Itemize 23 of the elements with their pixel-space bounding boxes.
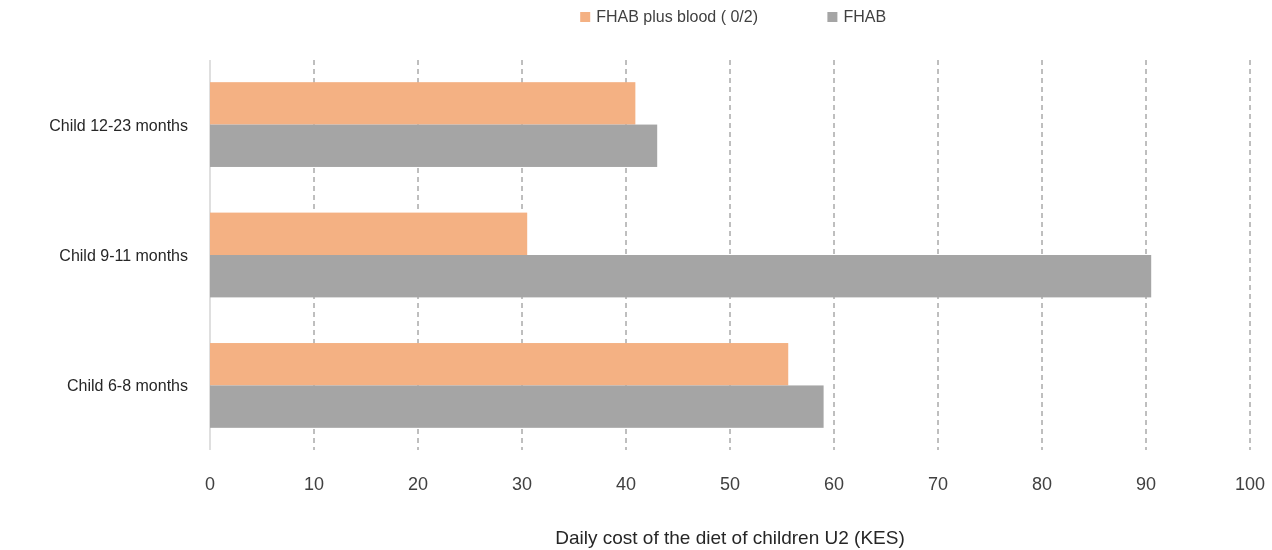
x-tick-label: 10 [303, 474, 325, 494]
bar [210, 385, 824, 428]
x-tick-label: 90 [1135, 474, 1157, 494]
y-tick-label: Child 12-23 months [49, 116, 188, 134]
bar [210, 124, 658, 167]
x-tick-label: 80 [1031, 474, 1053, 494]
bar [210, 82, 636, 125]
x-axis-title: Daily cost of the diet of children U2 (KES) [555, 527, 905, 548]
x-tick-label: 30 [511, 474, 533, 494]
legend-label: FHAB plus blood ( 0/2) [596, 8, 759, 25]
bar [210, 212, 528, 255]
x-tick-label: 40 [615, 474, 637, 494]
x-tick-label: 60 [823, 474, 845, 494]
legend-label: FHAB [843, 8, 887, 25]
y-tick-label: Child 9-11 months [59, 247, 188, 264]
x-tick-label: 20 [407, 474, 429, 494]
x-tick-label: 50 [719, 474, 741, 494]
x-tick-label: 70 [927, 474, 949, 494]
bar [210, 343, 789, 386]
bar [210, 255, 1152, 298]
y-tick-label: Child 6-8 months [67, 377, 188, 395]
x-tick-label: 100 [1234, 474, 1266, 494]
x-tick-label: 0 [204, 474, 216, 494]
